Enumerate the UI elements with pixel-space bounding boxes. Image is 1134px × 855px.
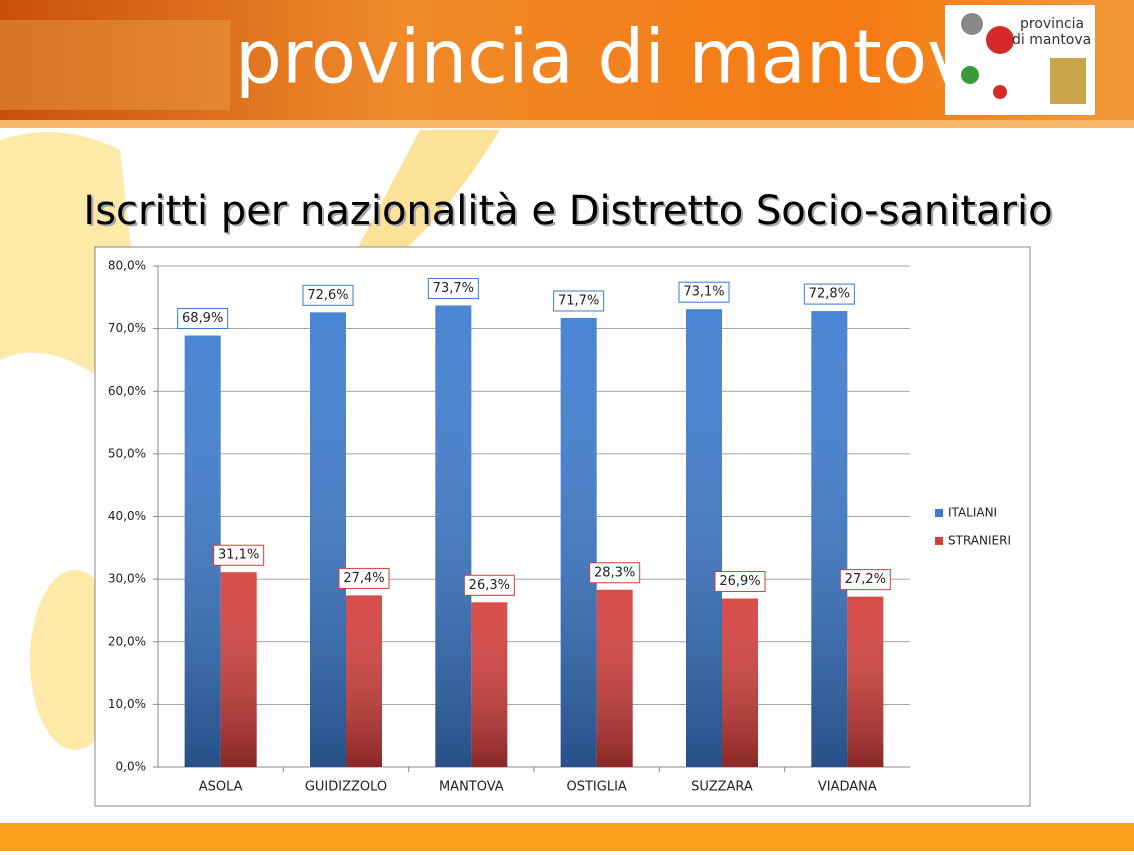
value-label: 28,3% xyxy=(594,565,635,580)
y-tick-label: 20,0% xyxy=(108,634,146,648)
value-label: 27,4% xyxy=(343,571,384,586)
value-label: 68,9% xyxy=(182,311,223,326)
value-label-box xyxy=(302,284,354,306)
value-label-box xyxy=(177,308,229,330)
value-label-box xyxy=(338,567,390,589)
value-label-box xyxy=(589,562,641,584)
bar-shade xyxy=(847,596,884,767)
y-tick-label: 10,0% xyxy=(108,697,146,711)
y-tick-label: 50,0% xyxy=(108,446,146,460)
value-label: 71,7% xyxy=(558,293,599,308)
y-tick-label: 80,0% xyxy=(108,259,146,273)
bar-shade xyxy=(722,598,758,767)
value-label: 72,8% xyxy=(809,287,850,302)
value-label-box xyxy=(427,277,479,299)
y-tick-label: 70,0% xyxy=(108,321,146,335)
value-label-box xyxy=(714,571,766,593)
value-label: 26,3% xyxy=(469,578,510,593)
value-label-box xyxy=(553,290,605,312)
bar-shade xyxy=(596,589,633,767)
y-tick-label: 0,0% xyxy=(116,760,147,774)
x-tick-label: SUZZARA xyxy=(691,780,753,795)
value-label: 73,1% xyxy=(683,285,724,300)
value-label: 31,1% xyxy=(218,548,259,563)
x-tick-label: VIADANA xyxy=(818,780,877,795)
bar-shade xyxy=(471,602,508,767)
y-tick-label: 60,0% xyxy=(108,384,146,398)
banner-text: provincia di mantova xyxy=(235,15,1016,101)
logo-dot xyxy=(961,66,979,84)
legend-swatch xyxy=(935,537,943,545)
logo-text: provincia xyxy=(1020,16,1084,32)
bar-shade xyxy=(811,311,848,767)
logo-dot xyxy=(961,13,983,35)
value-label-box xyxy=(803,283,855,305)
value-label: 73,7% xyxy=(433,281,474,296)
logo-text: di mantova xyxy=(1012,32,1091,48)
value-label-box xyxy=(463,574,515,596)
bar-shade xyxy=(686,309,722,767)
x-tick-label: MANTOVA xyxy=(439,780,504,795)
value-label-box xyxy=(213,544,265,566)
y-tick-label: 40,0% xyxy=(108,509,146,523)
value-label: 26,9% xyxy=(719,574,760,589)
bar-shade xyxy=(310,312,346,767)
bar-shade xyxy=(220,572,257,767)
logo-dot xyxy=(986,26,1014,54)
plot: 0,0% 10,0% 20,0% 30,0% 40,0% 50,0% 60,0% 70,0% 8… xyxy=(108,259,1011,795)
legend-label: ITALIANI xyxy=(948,506,997,520)
value-label-box xyxy=(839,569,891,591)
bar-shade xyxy=(560,317,597,767)
value-label-box xyxy=(678,281,730,303)
logo-crest xyxy=(1050,58,1086,104)
header-edge xyxy=(0,120,1134,128)
chart-title: Iscritti per nazionalità e Distretto Soc… xyxy=(83,188,1052,234)
legend-label: STRANIERI xyxy=(948,534,1011,548)
legend-swatch xyxy=(935,509,943,517)
bar-shade xyxy=(435,305,472,767)
title-shadow: Iscritti per nazionalità e Distretto Soc… xyxy=(85,190,1054,236)
header-image xyxy=(0,20,230,110)
x-tick-label: ASOLA xyxy=(199,780,243,795)
logo-dot xyxy=(993,85,1007,99)
bar-shade xyxy=(346,595,382,767)
x-tick-label: OSTIGLIA xyxy=(567,780,627,795)
value-label: 72,6% xyxy=(307,288,348,303)
y-tick-label: 30,0% xyxy=(108,572,146,586)
footer-band xyxy=(0,823,1134,851)
value-label: 27,2% xyxy=(845,572,886,587)
x-tick-label: GUIDIZZOLO xyxy=(305,780,387,795)
